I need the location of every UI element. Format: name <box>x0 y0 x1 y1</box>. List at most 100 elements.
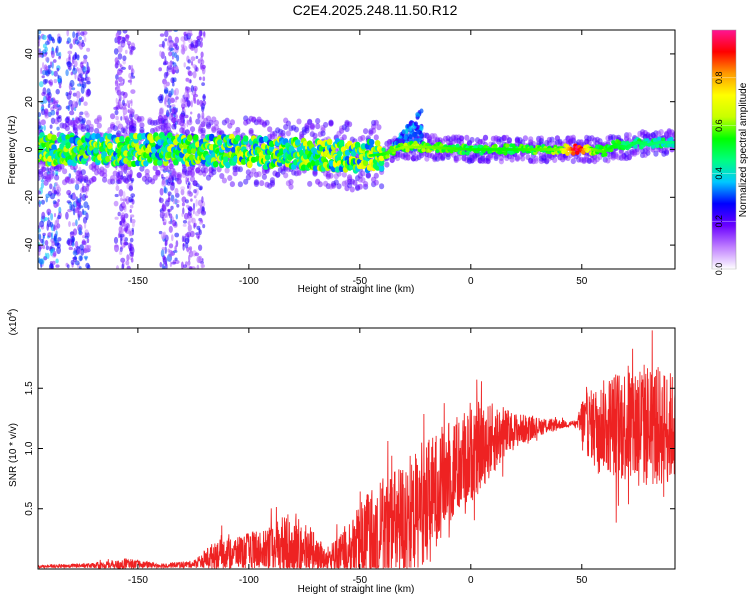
noise-speck <box>192 71 197 79</box>
halo-cell <box>62 168 68 175</box>
noise-speck <box>181 212 184 217</box>
colorbar-gradient <box>712 30 736 269</box>
band-cell <box>51 134 57 141</box>
noise-speck <box>73 60 78 68</box>
band-cell <box>127 160 133 167</box>
noise-speck <box>196 256 202 264</box>
noise-speck <box>130 72 134 77</box>
noise-speck <box>52 260 56 265</box>
band-cell <box>366 164 373 171</box>
noise-speck <box>52 200 57 205</box>
noise-speck <box>41 199 45 205</box>
band-cell <box>625 140 630 146</box>
noise-speck <box>44 252 48 258</box>
noise-speck <box>183 62 186 68</box>
noise-speck <box>167 112 172 116</box>
halo-cell <box>38 118 41 125</box>
halo-cell <box>405 154 411 161</box>
halo-cell <box>232 170 238 177</box>
noise-speck <box>168 220 172 225</box>
noise-speck <box>73 191 76 199</box>
noise-speck <box>113 236 119 244</box>
chart-title: C2E4.2025.248.11.50.R12 <box>292 2 458 18</box>
noise-speck <box>125 115 129 119</box>
snr-xtick-label: 0 <box>468 575 474 586</box>
halo-cell <box>176 178 182 185</box>
noise-speck <box>121 202 126 207</box>
noise-speck <box>163 81 167 89</box>
noise-speck <box>119 82 124 86</box>
noise-speck <box>183 212 189 220</box>
halo-cell <box>163 114 169 121</box>
noise-speck <box>69 231 75 239</box>
halo-cell <box>283 172 289 179</box>
noise-speck <box>114 244 119 248</box>
noise-speck <box>182 207 185 215</box>
halo-cell <box>336 183 342 190</box>
noise-speck <box>128 65 132 70</box>
band-cell <box>667 143 672 148</box>
band-cell <box>368 139 375 146</box>
band-cell <box>93 147 99 154</box>
noise-speck <box>82 235 85 239</box>
noise-speck <box>202 224 206 229</box>
noise-speck <box>42 61 45 70</box>
noise-speck <box>171 219 177 227</box>
halo-cell <box>549 136 555 143</box>
halo-cell <box>48 171 54 178</box>
noise-speck <box>46 208 52 215</box>
noise-speck <box>77 83 82 87</box>
noise-speck <box>192 64 197 69</box>
noise-speck <box>56 67 60 72</box>
noise-speck <box>171 107 175 115</box>
noise-speck <box>159 261 163 268</box>
band-cell <box>378 159 385 166</box>
noise-speck <box>56 52 60 57</box>
halo-cell <box>296 169 302 176</box>
snr-xtick-label: -50 <box>353 575 368 586</box>
halo-cell <box>110 113 116 120</box>
noise-speck <box>117 53 123 60</box>
noise-speck <box>202 93 206 102</box>
halo-cell <box>112 125 118 132</box>
snr-scale-exponent: 4 <box>7 312 14 316</box>
noise-speck <box>67 104 71 112</box>
halo-cell <box>570 158 576 165</box>
noise-speck <box>82 210 87 216</box>
noise-speck <box>176 203 180 208</box>
noise-speck <box>75 36 78 42</box>
band-cell <box>101 151 107 158</box>
halo-cell <box>533 157 539 164</box>
halo-cell <box>118 170 124 177</box>
noise-speck <box>38 201 42 205</box>
halo-cell <box>304 127 310 134</box>
noise-speck <box>38 250 41 256</box>
noise-speck <box>165 72 169 77</box>
noise-speck <box>164 30 169 38</box>
halo-cell <box>456 155 462 162</box>
noise-speck <box>187 59 191 64</box>
band-cell <box>378 165 385 172</box>
halo-cell <box>341 134 347 141</box>
halo-cell <box>237 181 243 188</box>
snr-series-line <box>38 330 675 569</box>
colorbar-label: Normalized spectral amplitude <box>738 82 749 217</box>
noise-speck <box>203 31 206 37</box>
noise-speck <box>55 88 60 95</box>
noise-speck <box>53 104 58 109</box>
noise-speck <box>187 70 193 77</box>
noise-speck <box>187 30 193 37</box>
halo-cell <box>376 124 382 131</box>
halo-cell <box>83 175 89 182</box>
halo-cell <box>520 155 526 162</box>
bump-cell <box>419 125 424 131</box>
band-cell <box>153 159 159 166</box>
noise-speck <box>127 100 133 104</box>
halo-cell <box>293 126 299 133</box>
halo-cell <box>379 183 385 190</box>
snr-ylabel: SNR (10 * v/v) <box>8 423 19 487</box>
band-cell <box>95 133 101 140</box>
noise-speck <box>193 222 197 228</box>
halo-cell <box>373 172 379 179</box>
halo-cell <box>70 177 76 184</box>
